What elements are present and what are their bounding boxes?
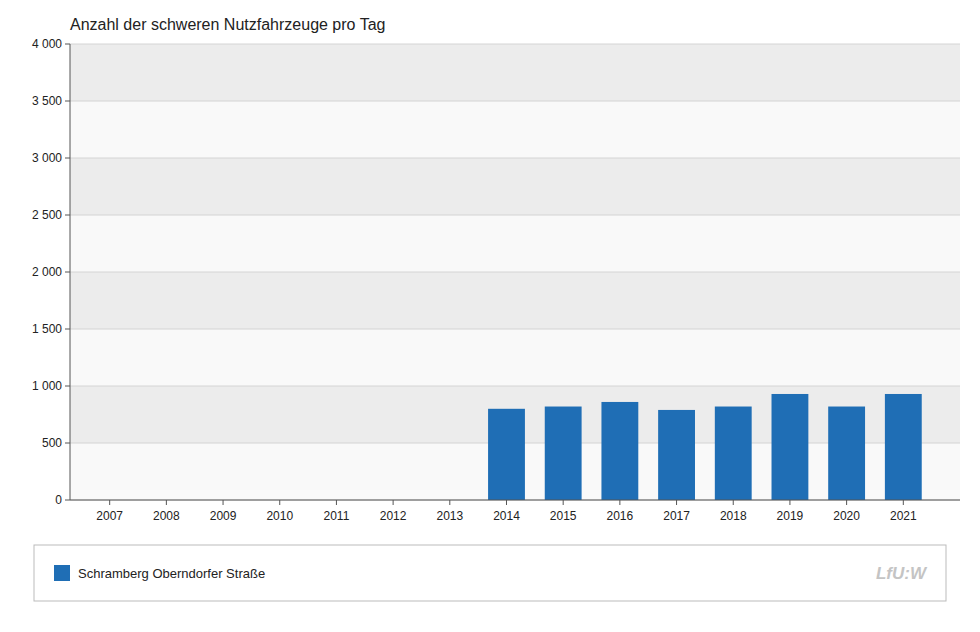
x-tick — [449, 500, 450, 505]
x-tick — [789, 500, 790, 505]
x-tick-label: 2009 — [210, 509, 237, 523]
grid-band — [70, 329, 960, 386]
y-tick-label: 2 000 — [32, 265, 62, 279]
bar — [772, 394, 809, 500]
y-tick-label: 4 000 — [32, 37, 62, 51]
x-axis — [70, 500, 960, 501]
grid-line — [70, 329, 960, 330]
bar — [715, 407, 752, 500]
x-tick — [223, 500, 224, 505]
grid-line — [70, 101, 960, 102]
x-tick-label: 2016 — [607, 509, 634, 523]
chart-container: Anzahl der schweren Nutzfahrzeuge pro Ta… — [0, 0, 980, 632]
x-tick — [109, 500, 110, 505]
legend-label: Schramberg Oberndorfer Straße — [78, 566, 265, 581]
x-tick-label: 2007 — [96, 509, 123, 523]
x-tick — [336, 500, 337, 505]
legend-swatch — [54, 565, 70, 581]
bar — [488, 409, 525, 500]
grid-line — [70, 500, 960, 501]
y-tick — [65, 215, 70, 216]
grid-line — [70, 386, 960, 387]
y-tick-label: 500 — [42, 436, 62, 450]
x-tick — [279, 500, 280, 505]
grid-line — [70, 272, 960, 273]
y-tick-label: 1 000 — [32, 379, 62, 393]
x-tick-label: 2015 — [550, 509, 577, 523]
y-tick — [65, 44, 70, 45]
watermark: LfU:W — [876, 564, 928, 583]
bar — [828, 407, 865, 500]
x-tick-label: 2019 — [777, 509, 804, 523]
grid-line — [70, 158, 960, 159]
x-tick-label: 2010 — [266, 509, 293, 523]
x-tick-label: 2013 — [436, 509, 463, 523]
y-tick — [65, 158, 70, 159]
y-tick-label: 0 — [55, 493, 62, 507]
grid-line — [70, 44, 960, 45]
title: Anzahl der schweren Nutzfahrzeuge pro Ta… — [70, 16, 385, 33]
bar — [545, 407, 582, 500]
bar — [885, 394, 922, 500]
y-tick — [65, 500, 70, 501]
bars — [488, 394, 922, 500]
y-tick — [65, 101, 70, 102]
x-tick-label: 2017 — [663, 509, 690, 523]
x-tick — [506, 500, 507, 505]
bar — [601, 402, 638, 500]
grid-band — [70, 272, 960, 329]
x-tick — [903, 500, 904, 505]
x-tick-label: 2014 — [493, 509, 520, 523]
x-tick — [676, 500, 677, 505]
y-tick — [65, 443, 70, 444]
x-tick-label: 2020 — [833, 509, 860, 523]
x-tick-label: 2012 — [380, 509, 407, 523]
grid-line — [70, 215, 960, 216]
y-tick-label: 1 500 — [32, 322, 62, 336]
x-tick — [393, 500, 394, 505]
y-tick — [65, 272, 70, 273]
x-tick-label: 2008 — [153, 509, 180, 523]
grid-band — [70, 158, 960, 215]
grid-band — [70, 215, 960, 272]
x-tick — [846, 500, 847, 505]
y-tick-label: 3 500 — [32, 94, 62, 108]
legend-box — [34, 545, 946, 601]
grid-band — [70, 44, 960, 101]
x-tick — [619, 500, 620, 505]
x-tick — [166, 500, 167, 505]
grid-band — [70, 101, 960, 158]
y-tick-label: 3 000 — [32, 151, 62, 165]
y-tick-label: 2 500 — [32, 208, 62, 222]
y-tick — [65, 329, 70, 330]
x-tick-label: 2018 — [720, 509, 747, 523]
y-tick — [65, 386, 70, 387]
x-tick — [733, 500, 734, 505]
x-tick — [563, 500, 564, 505]
chart: Anzahl der schweren Nutzfahrzeuge pro Ta… — [0, 0, 980, 632]
x-tick-label: 2011 — [324, 509, 350, 523]
bar — [658, 410, 695, 500]
x-tick-label: 2021 — [890, 509, 917, 523]
